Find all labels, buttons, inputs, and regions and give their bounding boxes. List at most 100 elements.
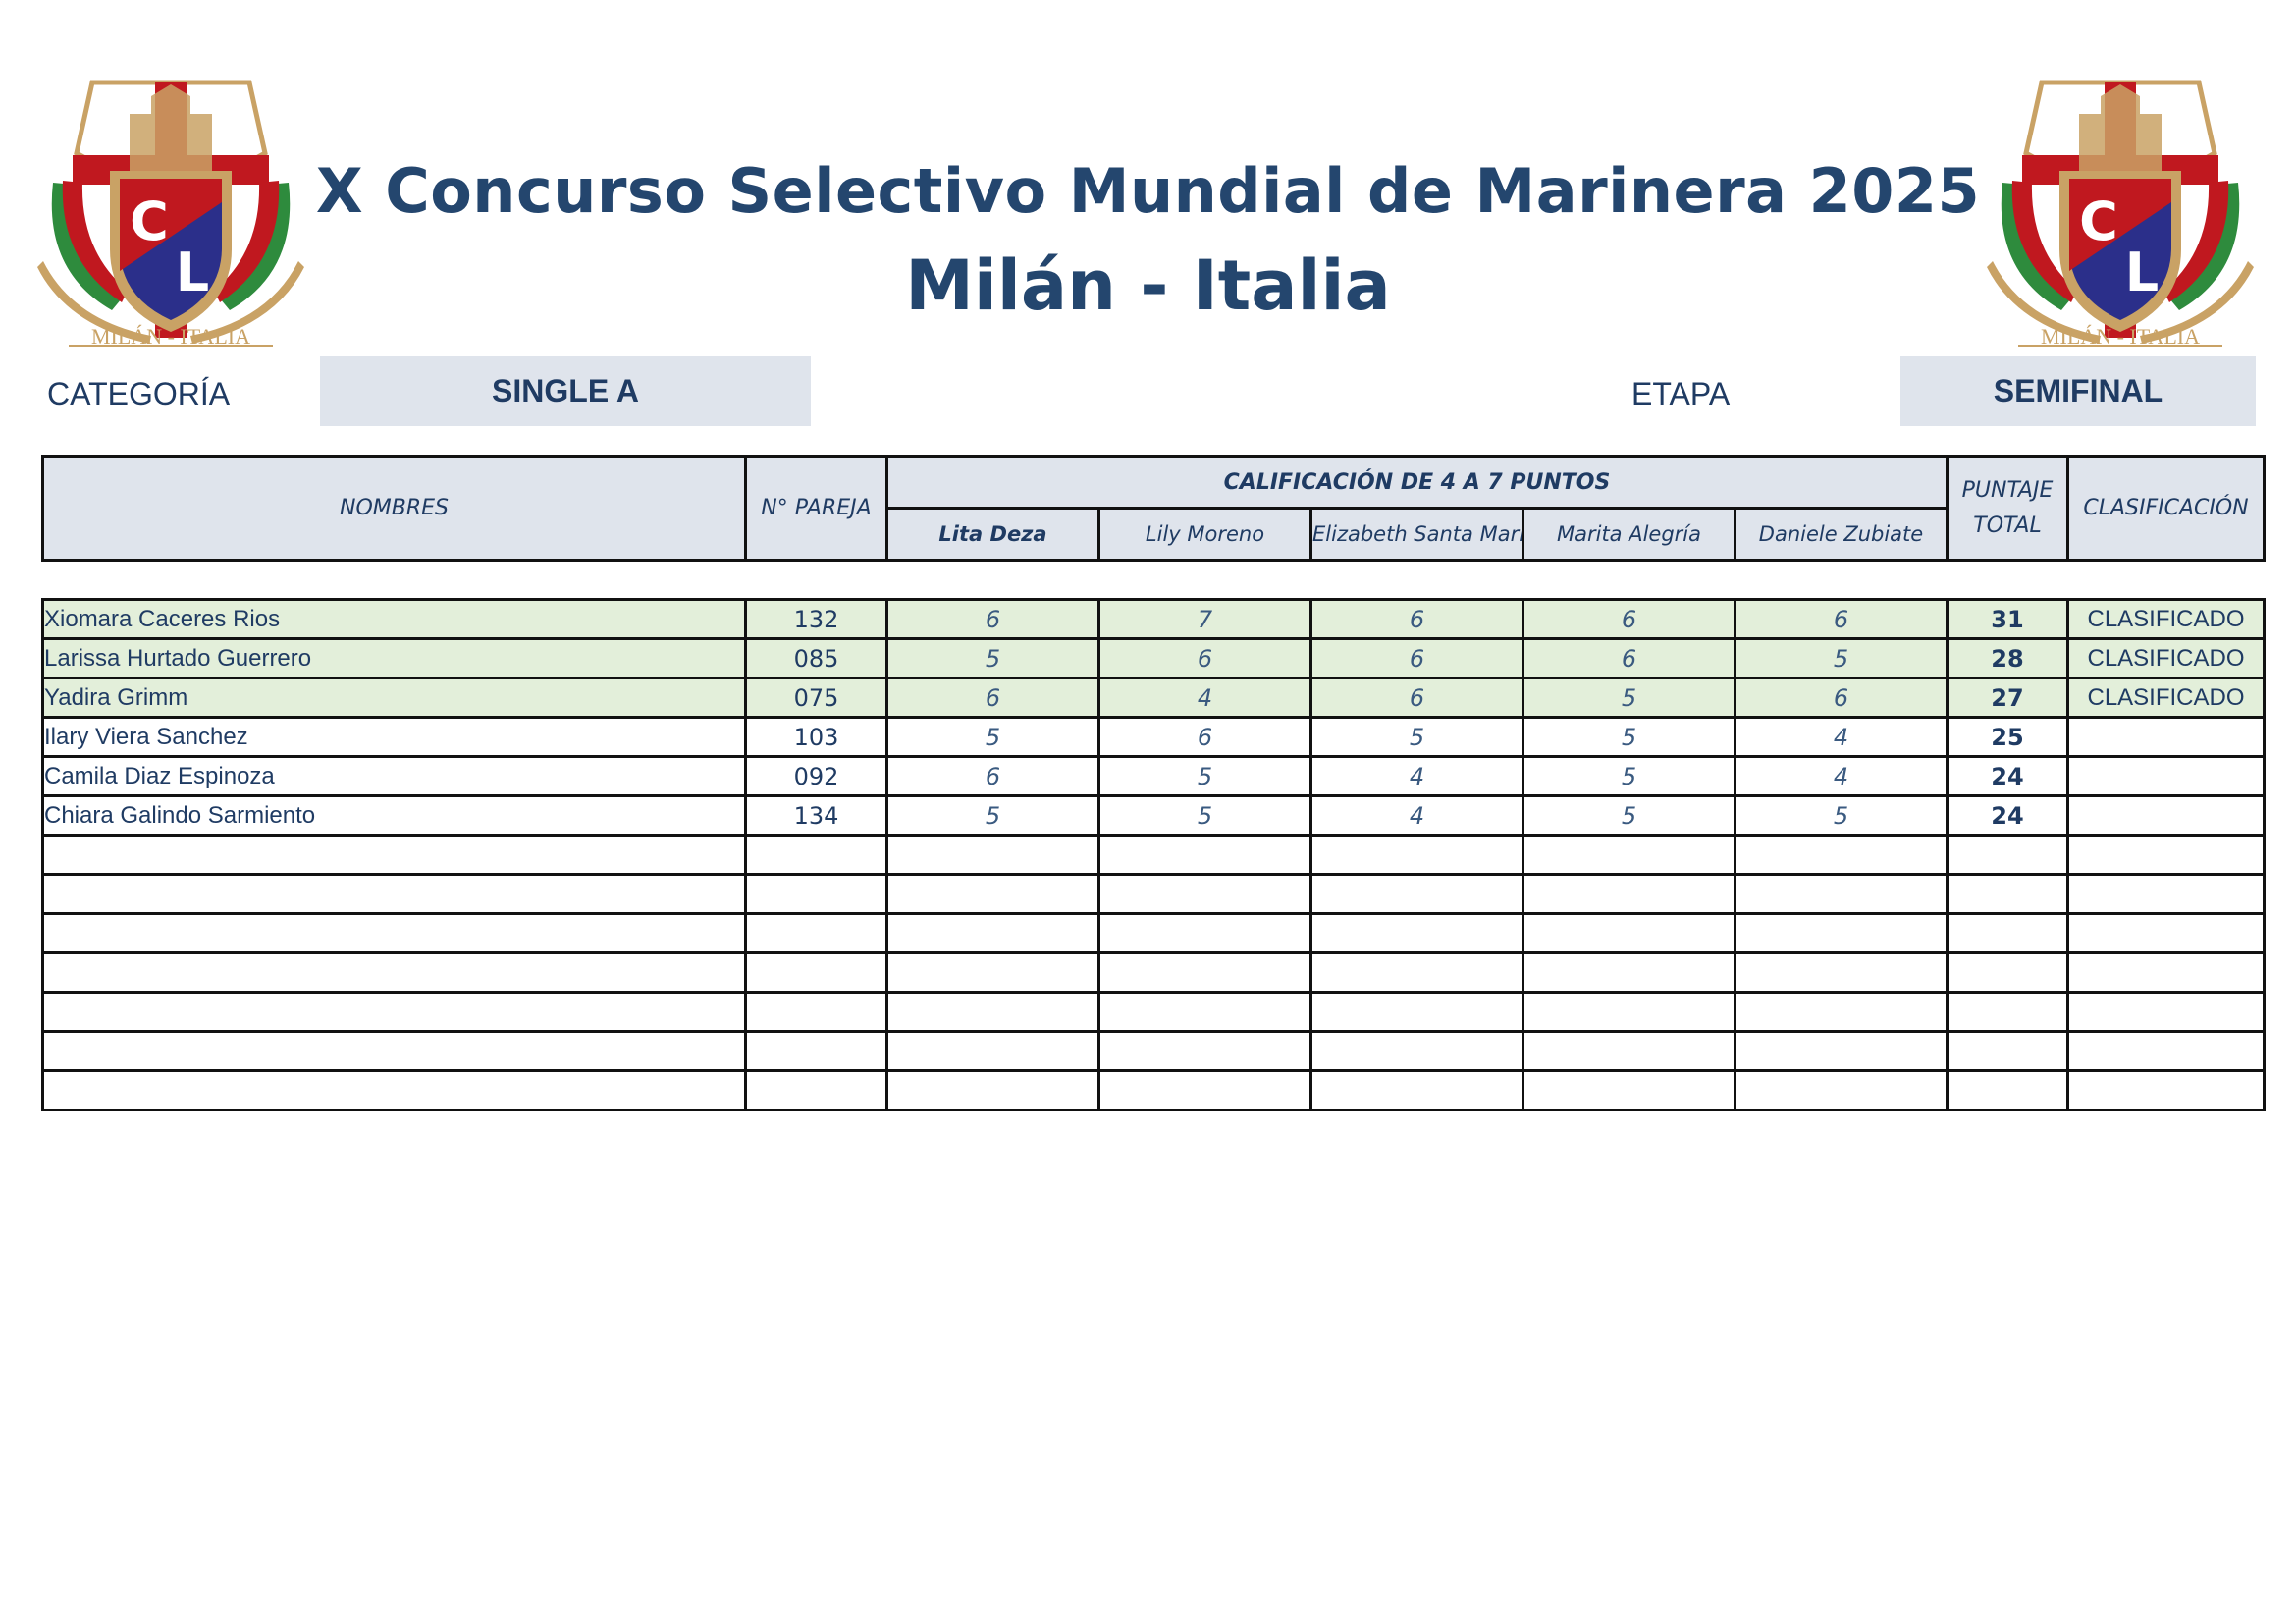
classification-status: CLASIFICADO xyxy=(2066,598,2266,640)
empty-cell xyxy=(885,834,1100,876)
empty-cell xyxy=(1097,912,1312,954)
judge-header: Daniele Zubiate xyxy=(1734,507,1949,562)
participant-name: Camila Diaz Espinoza xyxy=(41,755,747,797)
empty-cell xyxy=(1522,912,1736,954)
empty-cell xyxy=(1097,1030,1312,1072)
classification-status: CLASIFICADO xyxy=(2066,677,2266,719)
participant-name: Xiomara Caceres Rios xyxy=(41,598,747,640)
empty-cell xyxy=(41,1069,747,1111)
empty-cell xyxy=(41,951,747,994)
empty-cell xyxy=(885,1069,1100,1111)
judge-score: 5 xyxy=(885,716,1100,758)
empty-cell xyxy=(885,1030,1100,1072)
empty-cell xyxy=(41,991,747,1033)
judge-score: 4 xyxy=(1309,794,1524,837)
empty-cell xyxy=(2066,991,2266,1033)
judge-score: 5 xyxy=(885,637,1100,679)
empty-cell xyxy=(885,873,1100,915)
table-row: Larissa Hurtado Guerrero 085 5 6 6 6 5 28 CLASIF… xyxy=(41,637,2266,679)
total-score: 25 xyxy=(1946,716,2069,758)
judge-score: 5 xyxy=(1522,677,1736,719)
empty-cell xyxy=(1309,1069,1524,1111)
crest-caption-right: MILÁN - ITALIA xyxy=(2041,324,2200,349)
empty-cell xyxy=(1734,951,1949,994)
crest-logo-left: C L MILÁN - ITALIA xyxy=(33,75,308,359)
pair-number: 134 xyxy=(744,794,888,837)
empty-row xyxy=(41,873,2266,915)
pair-number: 132 xyxy=(744,598,888,640)
judge-score: 6 xyxy=(885,598,1100,640)
empty-row xyxy=(41,991,2266,1033)
empty-cell xyxy=(2066,873,2266,915)
empty-cell xyxy=(1097,951,1312,994)
empty-cell xyxy=(885,951,1100,994)
empty-cell xyxy=(744,873,888,915)
crest-logo-right: C L MILÁN - ITALIA xyxy=(1983,75,2258,359)
empty-cell xyxy=(1522,951,1736,994)
judge-score: 4 xyxy=(1309,755,1524,797)
judge-score: 7 xyxy=(1097,598,1312,640)
empty-cell xyxy=(41,873,747,915)
judge-score: 5 xyxy=(1522,716,1736,758)
empty-cell xyxy=(41,834,747,876)
empty-row xyxy=(41,1030,2266,1072)
category-value: SINGLE A xyxy=(320,356,811,426)
judge-score: 6 xyxy=(1309,677,1524,719)
empty-cell xyxy=(1309,834,1524,876)
empty-cell xyxy=(1946,873,2069,915)
header-total-line2: TOTAL xyxy=(1973,513,2042,538)
table-row: Xiomara Caceres Rios 132 6 7 6 6 6 31 CLASIFICAD… xyxy=(41,598,2266,640)
judge-header: Lily Moreno xyxy=(1097,507,1312,562)
participant-name: Chiara Galindo Sarmiento xyxy=(41,794,747,837)
empty-cell xyxy=(1309,912,1524,954)
empty-cell xyxy=(1309,1030,1524,1072)
crest-caption-left: MILÁN - ITALIA xyxy=(91,324,250,349)
empty-cell xyxy=(1522,834,1736,876)
empty-row xyxy=(41,834,2266,876)
table-row: Yadira Grimm 075 6 4 6 5 6 27 CLASIFICADO xyxy=(41,677,2266,719)
empty-cell xyxy=(885,991,1100,1033)
judge-score: 5 xyxy=(1097,794,1312,837)
total-score: 24 xyxy=(1946,794,2069,837)
participant-name: Larissa Hurtado Guerrero xyxy=(41,637,747,679)
empty-cell xyxy=(1522,991,1736,1033)
judge-score: 4 xyxy=(1734,755,1949,797)
empty-cell xyxy=(41,912,747,954)
header-classification: CLASIFICACIÓN xyxy=(2066,455,2266,562)
judge-score: 6 xyxy=(1734,598,1949,640)
judge-score: 5 xyxy=(1522,755,1736,797)
empty-cell xyxy=(1734,991,1949,1033)
empty-cell xyxy=(1734,1069,1949,1111)
total-score: 24 xyxy=(1946,755,2069,797)
empty-cell xyxy=(2066,1069,2266,1111)
judge-score: 4 xyxy=(1097,677,1312,719)
empty-cell xyxy=(1946,951,2069,994)
empty-cell xyxy=(1734,873,1949,915)
total-score: 27 xyxy=(1946,677,2069,719)
judge-score: 5 xyxy=(1097,755,1312,797)
judge-score: 6 xyxy=(1097,716,1312,758)
page-title: X Concurso Selectivo Mundial de Marinera… xyxy=(315,155,1981,227)
judge-score: 6 xyxy=(885,677,1100,719)
stage-value: SEMIFINAL xyxy=(1900,356,2256,426)
empty-cell xyxy=(41,1030,747,1072)
classification-status xyxy=(2066,794,2266,837)
empty-cell xyxy=(1946,834,2069,876)
pair-number: 092 xyxy=(744,755,888,797)
pair-number: 075 xyxy=(744,677,888,719)
empty-cell xyxy=(1946,1030,2069,1072)
judge-score: 5 xyxy=(1734,794,1949,837)
results-table: NOMBRES N° PAREJA CALIFICACIÓN DE 4 A 7 … xyxy=(41,455,2266,1111)
header-total: PUNTAJE TOTAL xyxy=(1946,455,2069,562)
classification-status: CLASIFICADO xyxy=(2066,637,2266,679)
category-label: CATEGORÍA xyxy=(47,376,231,411)
empty-cell xyxy=(1734,912,1949,954)
classification-status xyxy=(2066,755,2266,797)
header-names: NOMBRES xyxy=(41,455,747,562)
empty-cell xyxy=(1097,873,1312,915)
empty-row xyxy=(41,912,2266,954)
participant-name: Yadira Grimm xyxy=(41,677,747,719)
empty-cell xyxy=(744,991,888,1033)
svg-text:C: C xyxy=(2079,190,2118,252)
empty-cell xyxy=(744,834,888,876)
